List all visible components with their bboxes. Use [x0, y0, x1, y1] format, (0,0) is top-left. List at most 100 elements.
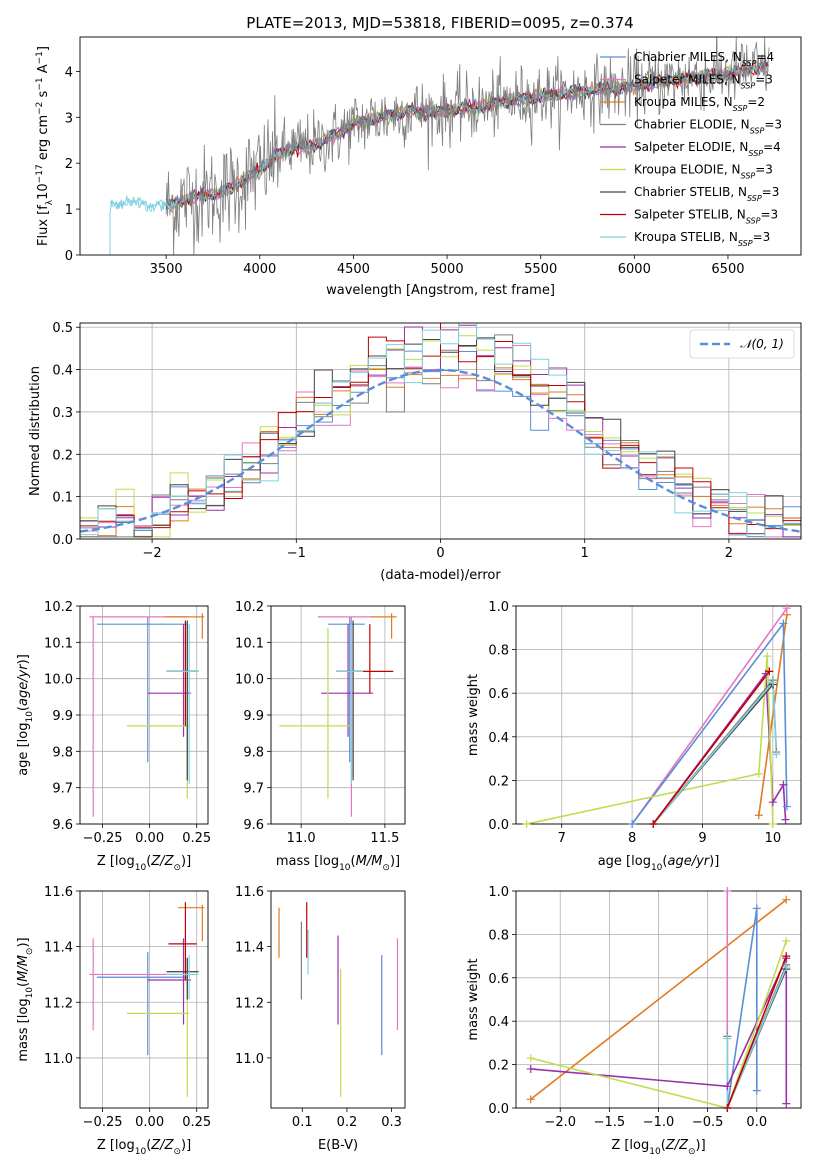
weight-marker-salpeter_stelib: [765, 667, 774, 676]
x-tick-label: 0.1: [292, 1115, 313, 1130]
y-axis-label: age [log10(age/yr)]: [16, 654, 35, 776]
y-tick-label: 10.0: [44, 673, 73, 688]
x-axis-label: age [log10(age/yr)]: [598, 854, 720, 873]
y-tick-label: 10.1: [44, 636, 73, 651]
y-tick-label: 1.0: [488, 600, 509, 615]
y-tick-label: 9.7: [52, 782, 73, 797]
y-tick-label: 11.4: [235, 941, 264, 956]
y-axis-label: Flux [fλ10−17 erg cm−2 s−1 A−1]: [35, 46, 55, 246]
weight-line-kroupa_miles: [758, 614, 788, 816]
y-tick-label: 11.2: [44, 996, 73, 1011]
y-tick-label: 0.5: [52, 321, 73, 336]
plot-area-mass_age: [279, 613, 397, 817]
axes-frame: [79, 890, 209, 1109]
legend-label: Chabrier STELIB, NSSP=3: [634, 185, 779, 203]
x-tick-label: −1: [287, 546, 306, 561]
y-tick-label: 11.0: [44, 1052, 73, 1067]
x-tick-label: −1.5: [594, 1115, 626, 1130]
weight-line-kroupa_elodie: [530, 940, 788, 1108]
panel-z_age: −0.25 0.00 0.25 9.6 9.7 9.8 9.9 10.0 10.1 10.2 Z […: [16, 600, 211, 873]
plot-area-z_mass: [89, 902, 205, 1097]
plot-area-z_age: [89, 613, 205, 817]
legend-label: Salpeter ELODIE, NSSP=4: [634, 140, 781, 158]
panel-z_weight: −2.0 −1.5 −1.0 −0.5 0.0 0.0 0.2 0.4 0.6 0.8 1.0 Z […: [466, 885, 802, 1157]
plot-area-ebv_mass: [278, 902, 399, 1097]
weight-marker-kroupa_miles: [526, 1095, 535, 1104]
y-tick-label: 0.4: [488, 731, 509, 746]
x-tick-label: −0.25: [83, 831, 123, 846]
x-tick-label: 6500: [711, 262, 744, 277]
weight-marker-kroupa_miles: [782, 895, 791, 904]
axes-frame: [270, 890, 406, 1109]
x-axis-label: Z [log10(Z/Z⊙)]: [611, 1138, 705, 1157]
spectrum-model-chabrier_miles: [165, 63, 769, 212]
legend-label: Kroupa ELODIE, NSSP=3: [634, 163, 773, 181]
weight-line-chabrier_miles: [631, 621, 788, 824]
panel-z_mass: −0.25 0.00 0.25 11.0 11.2 11.4 11.6 Z [log10(Z/…: [16, 885, 211, 1157]
y-tick-label: 11.0: [235, 1052, 264, 1067]
x-tick-label: 4500: [337, 262, 370, 277]
weight-marker-salpeter_stelib: [723, 1104, 732, 1112]
y-tick-label: 11.4: [44, 941, 73, 956]
x-tick-label: 5000: [431, 262, 464, 277]
weight-line-salpeter_stelib: [726, 955, 788, 1108]
plot-area-spectrum: [109, 37, 770, 255]
y-tick-label: 11.6: [235, 885, 264, 900]
weight-marker-salpeter_elodie: [723, 1082, 732, 1091]
x-tick-label: −2: [143, 546, 162, 561]
y-tick-label: 1.0: [488, 885, 509, 900]
spectrum-model-blue-end: [109, 195, 178, 255]
x-tick-label: 9: [698, 831, 706, 846]
y-tick-label: 9.6: [243, 818, 264, 833]
weight-marker-salpeter_elodie: [768, 798, 777, 807]
y-axis-label: Normed distribution: [28, 366, 43, 496]
x-tick-label: 0.0: [746, 1115, 767, 1130]
panels-layer: 3500 4000 4500 5000 5500 6000 6500 0 1 2 3 4 wavelen…: [16, 36, 802, 1157]
weight-marker-chabrier_miles: [628, 820, 637, 828]
y-tick-label: 2: [65, 157, 73, 172]
y-tick-label: 0: [65, 249, 73, 264]
y-tick-label: 0.8: [488, 928, 509, 943]
y-tick-label: 10.2: [44, 600, 73, 615]
spectrum-data: [165, 37, 770, 255]
legend-label: Salpeter MILES, NSSP=3: [634, 73, 773, 91]
weight-marker-kroupa_elodie: [768, 820, 777, 828]
weight-marker-salpeter_elodie: [779, 780, 788, 789]
y-tick-label: 0.0: [488, 818, 509, 833]
axes-frame: [79, 605, 209, 825]
plot-area-age_weight: [526, 607, 788, 824]
x-tick-label: 0.25: [182, 1115, 211, 1130]
x-tick-label: 0: [436, 546, 444, 561]
y-tick-label: 9.8: [243, 745, 264, 760]
y-tick-label: 10.1: [235, 636, 264, 651]
weight-line-kroupa_stelib: [726, 966, 788, 1108]
x-axis-label: E(B-V): [318, 1138, 358, 1153]
x-tick-label: 6000: [618, 262, 651, 277]
y-tick-label: 0.1: [52, 491, 73, 506]
legend-label: Chabrier ELODIE, NSSP=3: [634, 118, 782, 136]
axes-frame: [515, 605, 802, 825]
y-tick-label: 0.2: [52, 448, 73, 463]
x-tick-label: −1.0: [643, 1115, 675, 1130]
weight-marker-salpeter_elodie: [781, 815, 790, 824]
legend-box: [689, 329, 795, 359]
weight-marker-kroupa_stelib: [768, 678, 777, 687]
y-tick-label: 0.0: [52, 533, 73, 548]
y-tick-label: 9.9: [52, 709, 73, 724]
y-tick-label: 11.2: [235, 996, 264, 1011]
y-tick-label: 9.6: [52, 818, 73, 833]
x-tick-label: 7: [558, 831, 566, 846]
weight-marker-kroupa_stelib: [772, 750, 781, 759]
x-tick-label: 8: [628, 831, 636, 846]
x-tick-label: 10: [765, 831, 782, 846]
y-axis-label: mass weight: [466, 674, 481, 756]
weight-marker-chabrier_miles: [782, 802, 791, 811]
legend-label: 𝒩(0, 1): [740, 337, 784, 351]
weight-line-salpeter_stelib: [652, 670, 770, 824]
y-tick-label: 9.9: [243, 709, 264, 724]
x-tick-label: 4000: [243, 262, 276, 277]
y-tick-label: 0.0: [488, 1102, 509, 1117]
y-tick-label: 1: [65, 203, 73, 218]
panel-residuals: −2 −1 0 1 2 0.0 0.1 0.2 0.3 0.4 0.5 𝒩(0, 1) (data-mo…: [28, 321, 802, 583]
y-tick-label: 0.8: [488, 644, 509, 659]
